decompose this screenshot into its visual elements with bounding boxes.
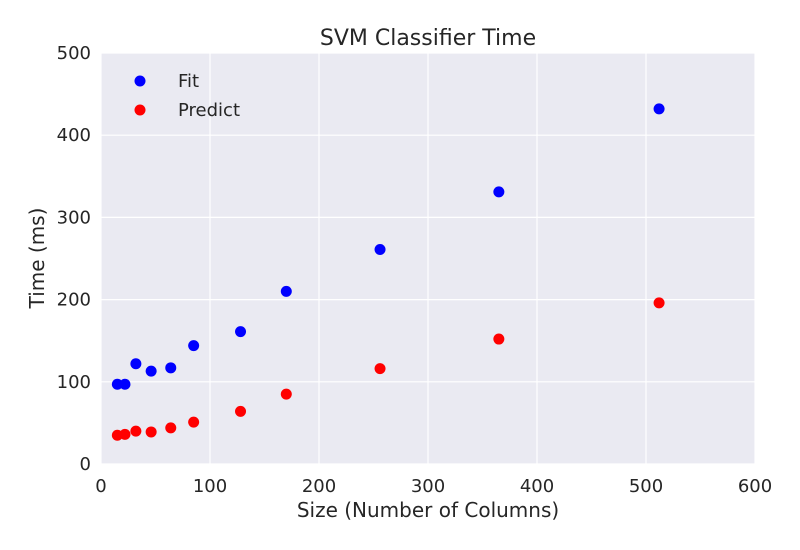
predict-point <box>493 333 505 345</box>
fit-point <box>280 285 292 297</box>
fit-point <box>374 243 386 255</box>
x-tick-labels: 0 100 200 300 400 500 600 <box>95 476 772 497</box>
y-tick-label: 300 <box>57 207 91 228</box>
y-tick-labels: 0 100 200 300 400 500 <box>57 43 91 475</box>
y-tick-label: 200 <box>57 290 91 311</box>
chart-title: SVM Classifier Time <box>320 26 536 51</box>
y-tick-label: 100 <box>57 372 91 393</box>
x-tick-label: 200 <box>302 476 336 497</box>
x-tick-label: 0 <box>95 476 106 497</box>
predict-point <box>235 405 247 417</box>
fit-point <box>111 378 123 390</box>
legend-marker-predict <box>134 104 146 116</box>
predict-point <box>280 388 292 400</box>
x-axis-label: Size (Number of Columns) <box>297 498 559 522</box>
fit-point <box>119 378 131 390</box>
fit-point <box>145 365 157 377</box>
fit-point <box>493 186 505 198</box>
y-tick-label: 0 <box>80 454 91 475</box>
predict-point <box>374 363 386 375</box>
data-points <box>111 103 665 441</box>
predict-point <box>130 425 142 437</box>
x-tick-label: 500 <box>629 476 663 497</box>
y-tick-label: 400 <box>57 125 91 146</box>
predict-point <box>653 297 665 309</box>
legend-marker-fit <box>134 75 146 87</box>
predict-point <box>145 426 157 438</box>
x-tick-label: 100 <box>193 476 227 497</box>
fit-point <box>130 358 142 370</box>
predict-point <box>119 428 131 440</box>
predict-point <box>188 416 200 428</box>
y-axis-label: Time (ms) <box>25 208 49 310</box>
x-tick-label: 400 <box>520 476 554 497</box>
legend: Fit Predict <box>134 71 240 121</box>
legend-label-predict: Predict <box>178 100 240 121</box>
fit-point <box>235 326 247 338</box>
grid-lines <box>100 52 756 465</box>
y-tick-label: 500 <box>57 43 91 64</box>
fit-point <box>653 103 665 115</box>
fit-point <box>188 340 200 352</box>
x-tick-label: 600 <box>738 476 772 497</box>
fit-point <box>165 362 177 374</box>
predict-point <box>165 422 177 434</box>
x-tick-label: 300 <box>411 476 445 497</box>
legend-label-fit: Fit <box>178 71 199 92</box>
